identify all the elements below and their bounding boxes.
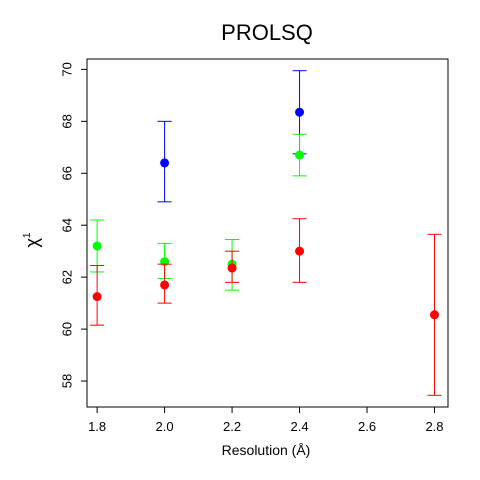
x-tick-label: 2.0 <box>156 419 174 434</box>
x-axis-label: Resolution (Å) <box>222 442 311 458</box>
x-tick-label: 2.2 <box>223 419 241 434</box>
y-tick-label: 58 <box>60 374 75 388</box>
y-axis-label: χ1 <box>22 232 42 247</box>
data-point <box>92 241 102 251</box>
y-tick-label: 60 <box>60 322 75 336</box>
x-tick-label: 2.4 <box>291 419 309 434</box>
data-point <box>295 246 305 256</box>
x-tick-label: 1.8 <box>88 419 106 434</box>
data-series <box>90 218 442 396</box>
y-axis-label-symbol: χ <box>22 238 42 248</box>
y-tick-label: 64 <box>60 218 75 232</box>
y-axis-label-superscript: 1 <box>22 232 33 238</box>
series-layer <box>90 70 442 396</box>
data-point <box>227 263 237 273</box>
data-point <box>295 107 305 117</box>
data-point <box>160 158 170 168</box>
y-tick-label: 62 <box>60 270 75 284</box>
y-axis: 58 60 62 64 66 68 70 <box>60 62 87 388</box>
y-tick-label: 70 <box>60 62 75 76</box>
y-tick-label: 68 <box>60 114 75 128</box>
chart-title: PROLSQ <box>221 20 313 45</box>
data-point <box>295 150 305 160</box>
data-point <box>92 292 102 302</box>
x-tick-label: 2.8 <box>425 419 443 434</box>
data-point <box>160 280 170 290</box>
x-axis: 1.8 2.0 2.2 2.4 2.6 2.8 <box>88 407 444 434</box>
y-tick-label: 66 <box>60 166 75 180</box>
x-tick-label: 2.6 <box>358 419 376 434</box>
data-point <box>430 310 440 320</box>
plot-frame <box>86 58 449 408</box>
